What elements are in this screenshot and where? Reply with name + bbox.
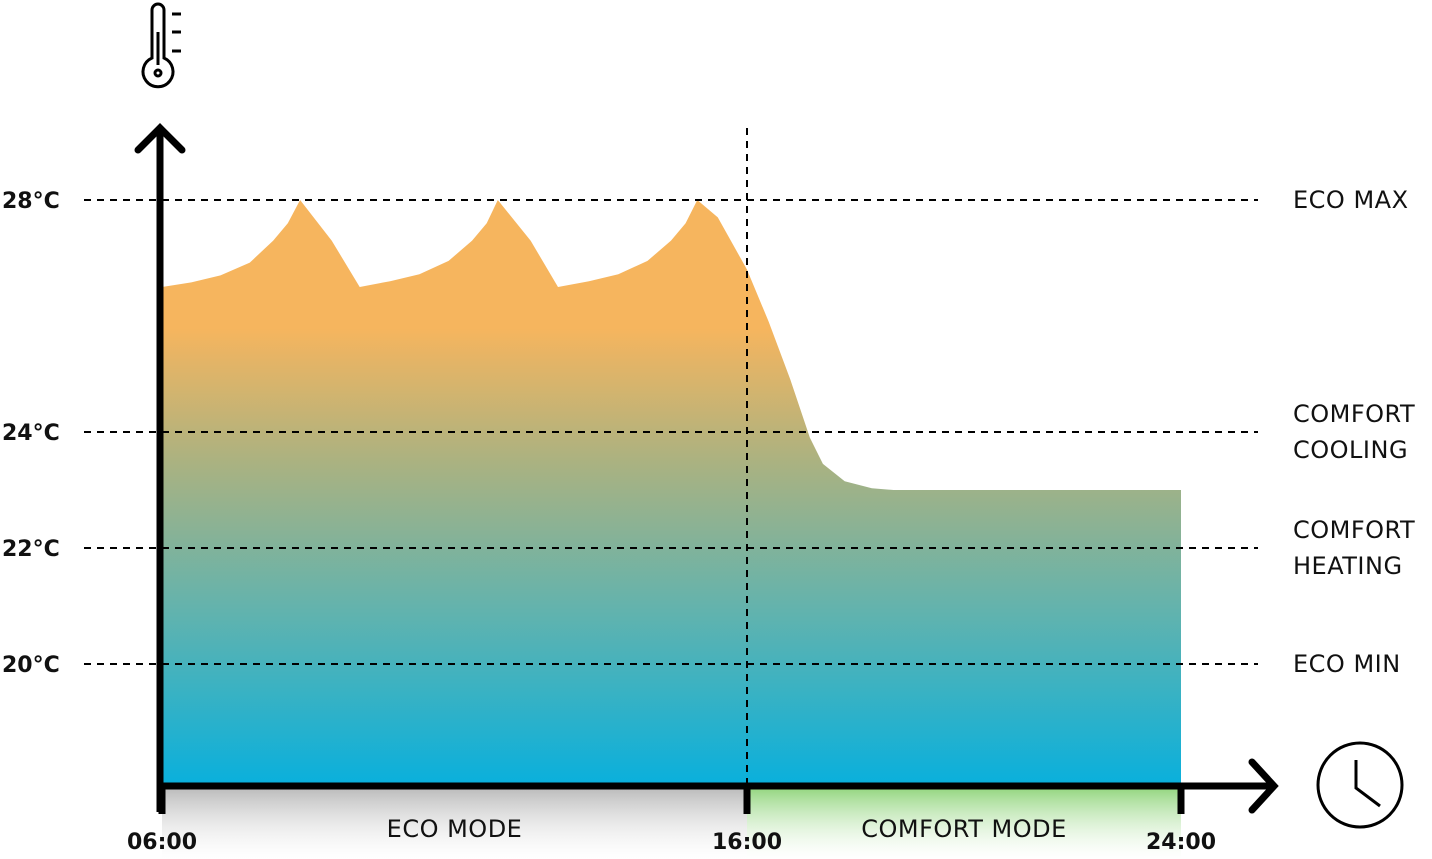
clock-icon	[1316, 741, 1404, 829]
y-axis-arrow	[134, 123, 186, 154]
mode-label: COMFORT MODE	[861, 815, 1067, 843]
eco-mode-band	[162, 786, 747, 859]
threshold-label: ECO MIN	[1293, 650, 1401, 678]
comfort-mode-band	[747, 786, 1181, 859]
y-tick-label: 28°C	[2, 189, 60, 214]
x-axis-arrow	[1248, 758, 1279, 814]
x-tick-label: 24:00	[1146, 830, 1216, 855]
x-tick-label: 06:00	[127, 830, 197, 855]
mode-label: ECO MODE	[387, 815, 523, 843]
y-tick-label: 22°C	[2, 537, 60, 562]
y-tick-label: 24°C	[2, 421, 60, 446]
threshold-label: HEATING	[1293, 552, 1403, 580]
x-tick-label: 16:00	[712, 830, 782, 855]
threshold-label: ECO MAX	[1293, 186, 1409, 214]
threshold-label: COMFORT	[1293, 516, 1415, 544]
threshold-label: COMFORT	[1293, 400, 1415, 428]
y-tick-label: 20°C	[2, 653, 60, 678]
thermometer-icon	[141, 2, 181, 89]
threshold-label: COOLING	[1293, 436, 1408, 464]
temperature-area	[162, 200, 1181, 784]
